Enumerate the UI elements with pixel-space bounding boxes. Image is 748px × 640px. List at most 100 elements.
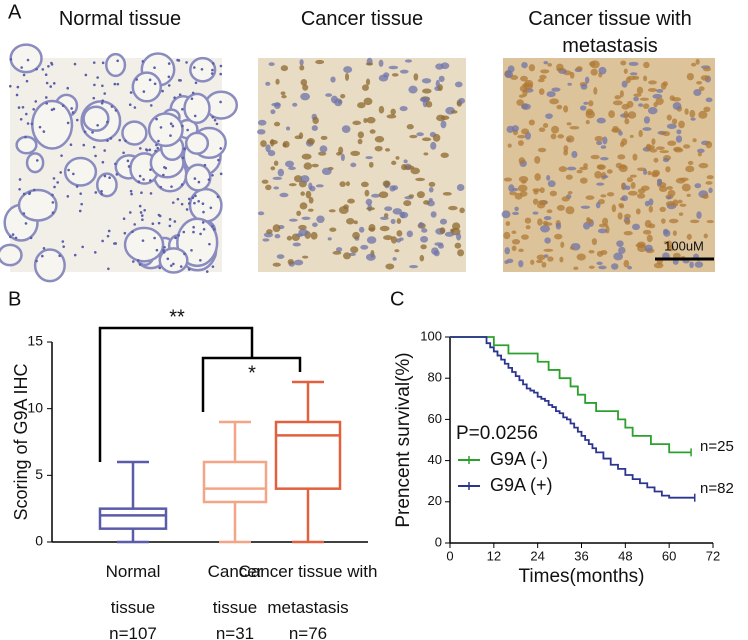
nucleus: [514, 192, 523, 200]
nucleus: [396, 218, 402, 225]
nucleus: [554, 233, 563, 240]
nucleus: [396, 230, 403, 237]
survival-curve: [450, 336, 692, 454]
nucleus: [205, 270, 209, 273]
nucleus: [623, 110, 629, 119]
nucleus: [524, 217, 532, 224]
nucleus: [167, 62, 171, 65]
nucleus: [174, 236, 177, 240]
nucleus: [181, 124, 184, 128]
nucleus: [262, 238, 270, 242]
nucleus: [643, 169, 648, 176]
nucleus: [50, 108, 54, 112]
nucleus: [260, 140, 267, 148]
y-tick-label: 5: [35, 466, 43, 482]
nucleus: [543, 60, 549, 65]
nucleus: [698, 110, 708, 119]
image-title: Cancer tissue with metastasis: [528, 8, 692, 57]
nucleus: [672, 259, 679, 265]
nucleus: [428, 187, 434, 193]
nucleus: [624, 185, 631, 191]
nucleus: [133, 106, 137, 109]
nucleus: [388, 65, 399, 70]
nucleus: [25, 79, 29, 83]
nucleus: [586, 218, 593, 224]
nucleus: [110, 105, 114, 108]
nucleus: [389, 185, 396, 192]
nucleus: [308, 196, 314, 204]
nucleus: [432, 133, 441, 142]
nucleus: [706, 175, 714, 180]
nucleus: [695, 58, 700, 65]
nucleus: [626, 177, 633, 183]
nucleus: [357, 131, 365, 139]
nucleus: [11, 233, 15, 236]
nucleus: [84, 73, 88, 77]
gland: [131, 71, 163, 103]
nucleus: [49, 85, 53, 88]
nucleus: [300, 191, 305, 196]
nucleus: [139, 211, 143, 214]
nucleus: [62, 245, 65, 248]
nucleus: [602, 217, 609, 226]
nucleus: [100, 190, 103, 193]
nucleus: [566, 122, 572, 126]
gland: [17, 188, 58, 222]
nucleus: [598, 66, 607, 75]
nucleus: [630, 181, 636, 189]
nucleus: [647, 88, 658, 92]
significance-label: **: [169, 306, 185, 328]
nucleus: [366, 116, 376, 124]
nucleus: [208, 242, 211, 246]
nucleus: [667, 189, 676, 197]
nucleus: [597, 164, 605, 170]
nucleus: [25, 112, 28, 116]
nucleus: [363, 97, 373, 106]
nucleus: [642, 103, 650, 109]
nucleus: [201, 202, 205, 206]
nucleus: [621, 80, 628, 88]
nucleus: [273, 186, 280, 190]
end-label: n=25: [700, 438, 734, 455]
nucleus: [628, 61, 639, 66]
nucleus: [644, 200, 650, 207]
nucleus: [129, 91, 133, 94]
nucleus: [520, 75, 528, 82]
p-value: P=0.0256: [456, 423, 538, 444]
significance-bracket: [201, 356, 302, 412]
nucleus: [390, 218, 396, 225]
nucleus: [401, 163, 407, 171]
nucleus: [403, 159, 408, 164]
nucleus: [410, 167, 421, 175]
nucleus: [569, 246, 575, 250]
nucleus: [171, 201, 175, 204]
nucleus: [158, 266, 162, 270]
nucleus: [646, 234, 653, 243]
nucleus: [169, 264, 173, 267]
nucleus: [647, 107, 658, 115]
nucleus: [621, 195, 629, 202]
nucleus: [211, 265, 215, 268]
nucleus: [671, 97, 682, 102]
nucleus: [573, 266, 579, 270]
nucleus: [200, 67, 204, 71]
nucleus: [518, 260, 524, 268]
nucleus: [690, 117, 696, 121]
nucleus: [371, 193, 381, 198]
nucleus: [133, 223, 136, 226]
nucleus: [365, 198, 373, 206]
nucleus: [379, 225, 390, 232]
x-axis-label: Times(months): [519, 566, 645, 587]
nucleus: [80, 202, 83, 206]
nucleus: [689, 109, 696, 118]
nucleus: [694, 183, 702, 189]
tissue-image: [257, 57, 466, 272]
nucleus: [595, 201, 601, 209]
nucleus: [193, 177, 197, 180]
nucleus: [130, 192, 133, 196]
nucleus: [8, 84, 12, 88]
nucleus: [651, 173, 659, 178]
gland: [188, 187, 223, 223]
nucleus: [171, 124, 175, 128]
nucleus: [338, 146, 344, 155]
